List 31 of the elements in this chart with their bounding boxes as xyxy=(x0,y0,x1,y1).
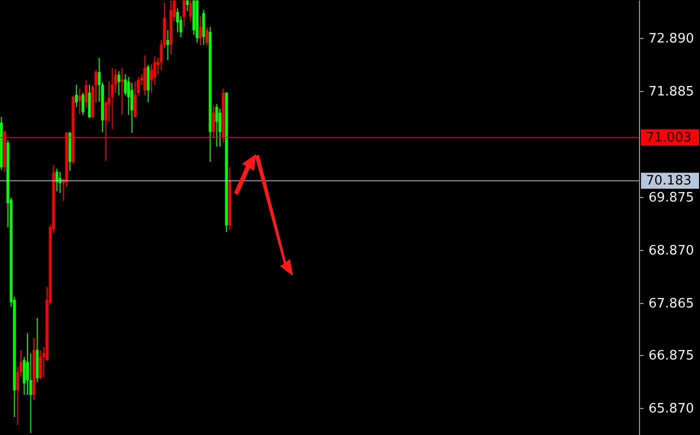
candlestick xyxy=(202,10,206,46)
candlestick xyxy=(110,68,114,130)
candlestick xyxy=(218,108,222,148)
candlestick xyxy=(144,54,146,96)
y-tick-label: 67.865 xyxy=(648,296,694,312)
candlestick xyxy=(39,350,42,380)
candlestick xyxy=(199,16,202,46)
candlestick xyxy=(182,0,186,28)
candlestick xyxy=(117,70,120,96)
candlestick xyxy=(206,26,208,46)
candlestick xyxy=(186,0,189,12)
candlestick xyxy=(134,81,137,118)
candlestick xyxy=(82,92,84,116)
candlestick xyxy=(166,30,170,61)
candlestick xyxy=(146,64,150,103)
y-tick-label: 69.875 xyxy=(648,190,694,206)
candlestick xyxy=(75,84,78,108)
y-tick-label: 72.890 xyxy=(648,31,694,46)
y-tick-label: 65.870 xyxy=(648,402,694,417)
candlestick xyxy=(58,171,62,194)
candlestick xyxy=(78,88,82,114)
candlestick xyxy=(189,0,192,22)
y-tick-label: 66.875 xyxy=(648,348,694,364)
ref-line-label: 71.003 xyxy=(646,130,692,146)
y-tick-label: 71.885 xyxy=(648,84,694,100)
candlestick xyxy=(55,168,58,192)
candlestick xyxy=(84,80,88,109)
ref-line-label: 70.183 xyxy=(646,174,692,189)
y-tick-label: 68.870 xyxy=(648,243,694,258)
candlestick xyxy=(120,68,124,116)
candlestick xyxy=(215,103,218,148)
